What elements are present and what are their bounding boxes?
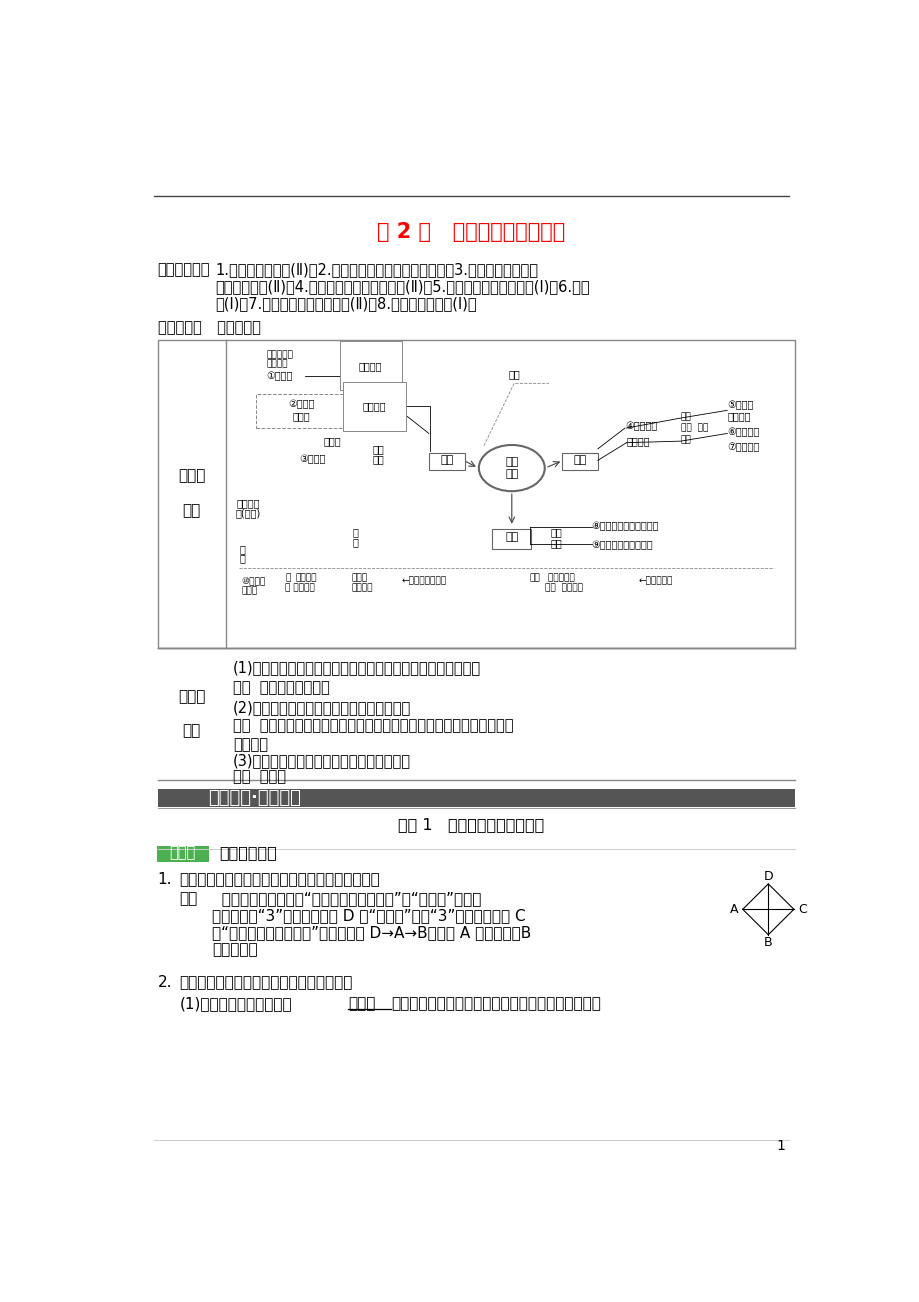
Text: 质和能量: 质和能量 [266, 359, 288, 368]
Text: 生物多样: 生物多样 [236, 497, 260, 508]
Text: 性(基础): 性(基础) [235, 509, 261, 518]
Text: 营养: 营养 [372, 444, 384, 454]
Text: ，终点是不被其他动物所食的动物，即最高营养级。: ，终点是不被其他动物所食的动物，即最高营养级。 [391, 996, 600, 1012]
Text: 第 2 讲   生态系统与环境保护: 第 2 讲 生态系统与环境保护 [377, 221, 565, 242]
Text: 【构建网络   内化体系】: 【构建网络 内化体系】 [157, 320, 260, 335]
Text: 基础: 基础 [507, 370, 519, 379]
Text: 动和物质循环(Ⅱ)。4.生态系统的稳态及其调节(Ⅱ)。5.人口增长对环境的影响(Ⅰ)。6.生物: 动和物质循环(Ⅱ)。4.生态系统的稳态及其调节(Ⅱ)。5.人口增长对环境的影响(… [216, 280, 590, 294]
Text: 对自然资源: 对自然资源 [545, 574, 574, 583]
Text: 功能: 功能 [573, 456, 586, 465]
Text: 1.生态系统的结构(Ⅱ)。2.生态系统中的生产量和生物量。3.生态系统的能量流: 1.生态系统的结构(Ⅱ)。2.生态系统中的生产量和生物量。3.生态系统的能量流 [216, 263, 539, 277]
Text: 态环境: 态环境 [241, 586, 257, 595]
Bar [157, 789, 795, 807]
Text: 为分解者。: 为分解者。 [211, 943, 257, 957]
Text: 提示  叶绿体、线粒体。: 提示 叶绿体、线粒体。 [233, 680, 329, 695]
Text: C: C [797, 902, 806, 915]
Text: 先根据双向箭头确定“非生物的物质和能量”和“生产者”，再根: 先根据双向箭头确定“非生物的物质和能量”和“生产者”，再根 [211, 892, 481, 906]
Text: (3)能量传递效率和能量利用率是一回事吗？: (3)能量传递效率和能量利用率是一回事吗？ [233, 753, 411, 768]
Text: (1)每条食物链的起点总是: (1)每条食物链的起点总是 [179, 996, 291, 1012]
Text: ④物质循环: ④物质循环 [624, 421, 656, 431]
FancyBboxPatch shape [562, 453, 597, 470]
Text: ⑩保护生: ⑩保护生 [241, 577, 266, 586]
Text: 【考纲要求】: 【考纲要求】 [157, 263, 210, 277]
Text: 类型: 类型 [550, 538, 562, 548]
Text: 特点: 特点 [680, 411, 691, 421]
Text: 要点互动整合: 要点互动整合 [220, 845, 277, 861]
Text: ②消费者: ②消费者 [288, 400, 314, 409]
Text: ⑤全球性: ⑤全球性 [726, 400, 753, 410]
Text: 反复利用: 反复利用 [726, 411, 750, 422]
Text: 食物链: 食物链 [323, 436, 340, 447]
Text: 结构: 结构 [439, 456, 453, 465]
Text: A: A [729, 902, 738, 915]
Text: (1)与能量流动、物质循环关系最为密切的两种细胞器是什么？: (1)与能量流动、物质循环关系最为密切的两种细胞器是什么？ [233, 660, 481, 676]
Text: 提示  前者是第一营养级生长、繁殖量，后者是第二营养级以后的生长、: 提示 前者是第一营养级生长、繁殖量，后者是第二营养级以后的生长、 [233, 719, 513, 733]
Text: 无机环境: 无机环境 [358, 361, 382, 371]
Text: 特点: 特点 [680, 435, 691, 444]
Text: 定: 定 [352, 536, 357, 547]
Text: 填充关

键点: 填充关 键点 [178, 469, 205, 518]
Text: ←⑪自我调节能力: ←⑪自我调节能力 [402, 577, 447, 586]
Text: 制约人类: 制约人类 [295, 574, 317, 583]
Text: ⑦逐级递减: ⑦逐级递减 [726, 443, 759, 452]
Text: 测: 测 [352, 527, 357, 536]
Text: 考点 1   生态系统的结构与功能: 考点 1 生态系统的结构与功能 [398, 818, 544, 832]
Text: 追: 追 [285, 574, 290, 583]
Text: 答案: 答案 [179, 892, 198, 906]
Text: B: B [763, 936, 772, 949]
Text: 非生物的物: 非生物的物 [266, 350, 292, 359]
Text: ⑨正反馈调节（很少）: ⑨正反馈调节（很少） [591, 540, 652, 549]
Text: 1.: 1. [157, 872, 172, 888]
Text: 稳态: 稳态 [505, 533, 518, 543]
Text: ←⑫人口增长: ←⑫人口增长 [638, 577, 672, 586]
Text: ①分解者: ①分解者 [266, 371, 292, 380]
Text: ⑥单向流动: ⑥单向流动 [726, 427, 759, 437]
Text: 1: 1 [776, 1139, 785, 1152]
Text: 干扰: 干扰 [529, 574, 539, 583]
Text: 为“非生物的物质和能量”，最后根据 D→A→B，确定 A 为消费者，B: 为“非生物的物质和能量”，最后根据 D→A→B，确定 A 为消费者，B [211, 926, 530, 940]
Text: 如图为生态系统四种成分关系图，请说出判断技巧: 如图为生态系统四种成分关系图，请说出判断技巧 [179, 872, 380, 888]
Text: 据两者中有“3”个指出箭头的 D 为“生产者”，有“3”个指入箭头的 C: 据两者中有“3”个指出箭头的 D 为“生产者”，有“3”个指入箭头的 C [211, 909, 525, 923]
Text: 分析并填充有关食物链与食物网的相关知识: 分析并填充有关食物链与食物网的相关知识 [179, 975, 352, 990]
FancyBboxPatch shape [492, 529, 530, 549]
Bar [157, 340, 795, 647]
FancyBboxPatch shape [255, 395, 346, 428]
Text: 环境问题: 环境问题 [351, 583, 372, 592]
Text: 保: 保 [239, 544, 244, 553]
Text: 调节: 调节 [550, 527, 562, 536]
Text: 护: 护 [239, 553, 244, 564]
Text: 繁殖量。: 繁殖量。 [233, 737, 267, 751]
Text: 生产者: 生产者 [348, 996, 375, 1012]
Text: 生态
系统: 生态 系统 [505, 457, 518, 479]
Text: 提示  不是。: 提示 不是。 [233, 769, 286, 784]
Text: ③食物网: ③食物网 [299, 454, 325, 464]
Text: 能量流动: 能量流动 [626, 436, 650, 447]
FancyBboxPatch shape [428, 453, 464, 470]
Text: 两步循环·突破考点: 两步循环·突破考点 [208, 789, 301, 807]
Text: 结构: 结构 [372, 454, 384, 464]
Text: (2)净初级生产量和次级生产量有什么区别？: (2)净初级生产量和次级生产量有什么区别？ [233, 700, 411, 716]
Text: D: D [763, 870, 772, 883]
Text: 第一步: 第一步 [169, 845, 196, 861]
Text: 流力  截体: 流力 截体 [680, 423, 708, 432]
Text: 全球性: 全球性 [351, 574, 367, 583]
FancyBboxPatch shape [156, 846, 209, 862]
Text: 可 社会发展: 可 社会发展 [285, 583, 315, 592]
Text: 生产者: 生产者 [292, 410, 310, 421]
Text: 破坏  索取过多: 破坏 索取过多 [545, 583, 583, 592]
Text: 生物群落: 生物群落 [362, 401, 386, 411]
Text: 思考连

接处: 思考连 接处 [178, 689, 205, 738]
Text: ⑧负反馈调节（最常见）: ⑧负反馈调节（最常见） [591, 521, 658, 531]
Text: 圈(Ⅰ)。7.人类对全球环境的影响(Ⅱ)。8.生物多样性保护(Ⅰ)。: 圈(Ⅰ)。7.人类对全球环境的影响(Ⅱ)。8.生物多样性保护(Ⅰ)。 [216, 297, 477, 311]
Text: 2.: 2. [157, 975, 172, 990]
